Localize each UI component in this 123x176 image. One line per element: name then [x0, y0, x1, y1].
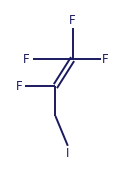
Text: I: I: [66, 147, 69, 160]
Text: F: F: [23, 53, 30, 66]
Text: F: F: [102, 53, 109, 66]
Text: F: F: [15, 80, 22, 93]
Text: F: F: [69, 14, 76, 27]
